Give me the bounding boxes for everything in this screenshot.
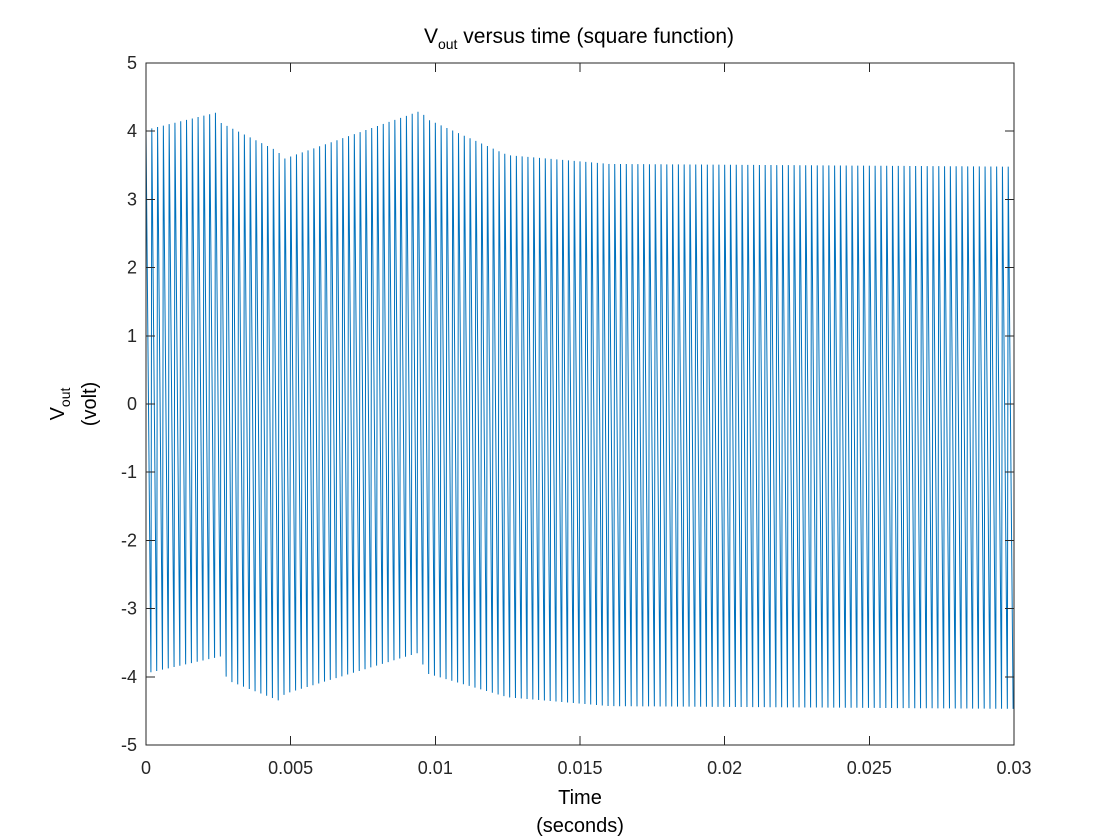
x-tick-label: 0.03 [996, 758, 1031, 778]
chart-title-subscript: out [438, 36, 458, 52]
x-tick-label: 0.005 [268, 758, 313, 778]
x-tick-label: 0.02 [707, 758, 742, 778]
y-tick-label: 0 [127, 394, 137, 414]
y-tick-label: 2 [127, 258, 137, 278]
x-axis-label-line2: (seconds) [536, 815, 624, 837]
chart-title: Vout versus time (square function) [424, 25, 734, 52]
chart-title-main: V [424, 25, 438, 48]
y-tick-label: -3 [121, 599, 137, 619]
series-line [145, 111, 1014, 709]
y-tick-label: -5 [121, 735, 137, 755]
x-tick-label: 0 [141, 758, 151, 778]
chart-title-rest: versus time (square function) [457, 25, 734, 48]
y-tick-label: 1 [127, 326, 137, 346]
y-axis-label-line1: Vout [47, 387, 73, 420]
x-axis-label-line1: Time [558, 787, 602, 809]
x-tick-label: 0.015 [557, 758, 602, 778]
y-axis-label: Vout (volt) [47, 382, 101, 426]
axes-layer: 0 0.005 0.01 0.015 0.02 0.025 0.03 -5 -4 -3 -2 -1 0 1… [121, 53, 1032, 778]
x-tick-label: 0.025 [847, 758, 892, 778]
y-tick-label: -4 [121, 667, 137, 687]
y-tick-label: -2 [121, 530, 137, 550]
y-tick-label: 5 [127, 53, 137, 73]
plot-layer [145, 111, 1014, 709]
x-tick-label: 0.01 [418, 758, 453, 778]
y-axis-label-subscript: out [57, 387, 73, 407]
x-axis-label: Time (seconds) [536, 787, 624, 837]
y-tick-label: -1 [121, 462, 137, 482]
y-tick-label: 3 [127, 189, 137, 209]
y-axis-label-main: V [47, 406, 69, 420]
y-tick-label: 4 [127, 121, 137, 141]
y-axis-label-line2: (volt) [79, 382, 101, 426]
